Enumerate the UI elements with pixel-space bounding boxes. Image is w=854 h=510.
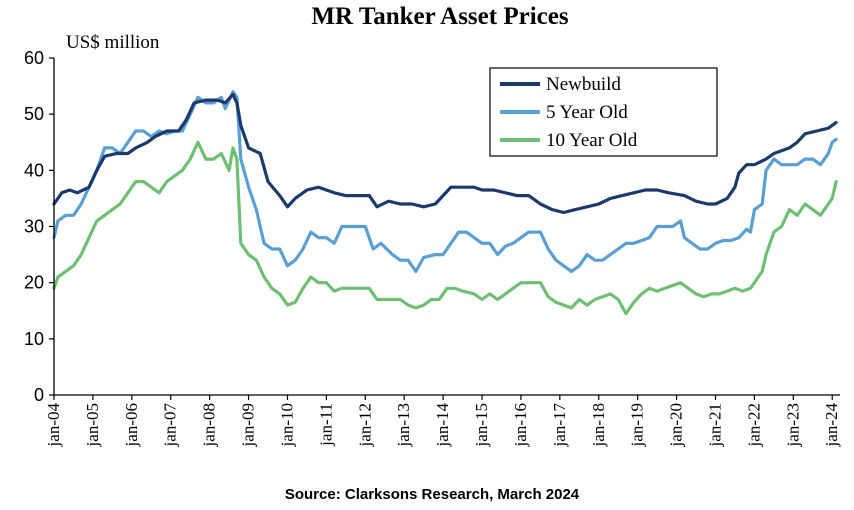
y-tick-label: 60 [24, 48, 44, 68]
x-tick-label: jan-16 [511, 403, 530, 447]
legend-label-10-year-old: 10 Year Old [546, 130, 638, 151]
x-tick-label: jan-12 [355, 403, 374, 447]
chart-title: MR Tanker Asset Prices [311, 3, 568, 30]
y-tick-label: 20 [24, 273, 44, 293]
y-tick-label: 40 [24, 160, 44, 180]
y-tick-label: 0 [34, 385, 44, 405]
legend: Newbuild 5 Year Old 10 Year Old [489, 67, 718, 157]
x-tick-label: jan-08 [200, 403, 219, 447]
x-tick-label: jan-19 [628, 403, 647, 447]
y-tick-label: 50 [24, 104, 44, 124]
source-note: Source: Clarksons Research, March 2024 [285, 486, 580, 503]
x-tick-label: jan-10 [277, 403, 296, 447]
y-tick-label: 10 [24, 329, 44, 349]
x-tick-label: jan-11 [316, 403, 335, 447]
x-tick-label: jan-05 [83, 403, 102, 447]
x-tick-label: jan-09 [239, 403, 258, 447]
series-line-10-year-old [52, 140, 838, 316]
x-tick-label: jan-17 [550, 403, 569, 448]
y-axis-ticks: 0 10 20 30 40 50 60 [24, 48, 54, 405]
x-tick-label: jan-20 [667, 403, 686, 447]
x-tick-label: jan-24 [822, 403, 841, 448]
series-layer [52, 90, 838, 316]
x-tick-label: jan-04 [44, 403, 63, 448]
x-tick-label: jan-23 [783, 403, 802, 447]
x-tick-label: jan-07 [161, 403, 180, 448]
y-axis-label: US$ million [66, 32, 160, 53]
x-tick-label: jan-18 [589, 403, 608, 447]
plot-axes [53, 58, 840, 396]
series-line-5-year-old [52, 90, 838, 273]
y-tick-label: 30 [24, 217, 44, 237]
x-tick-label: jan-21 [705, 403, 724, 447]
x-tick-label: jan-14 [433, 403, 452, 448]
legend-label-newbuild: Newbuild [546, 74, 621, 95]
x-tick-label: jan-06 [122, 403, 141, 447]
legend-label-5-year-old: 5 Year Old [546, 102, 628, 123]
x-tick-label: jan-13 [394, 403, 413, 447]
x-tick-label: jan-22 [744, 403, 763, 447]
x-axis-ticks: jan-04 jan-05 jan-06 jan-07 jan-08 jan-09 jan-… [44, 395, 841, 447]
x-tick-label: jan-15 [472, 403, 491, 447]
series-line-newbuild [52, 92, 838, 215]
